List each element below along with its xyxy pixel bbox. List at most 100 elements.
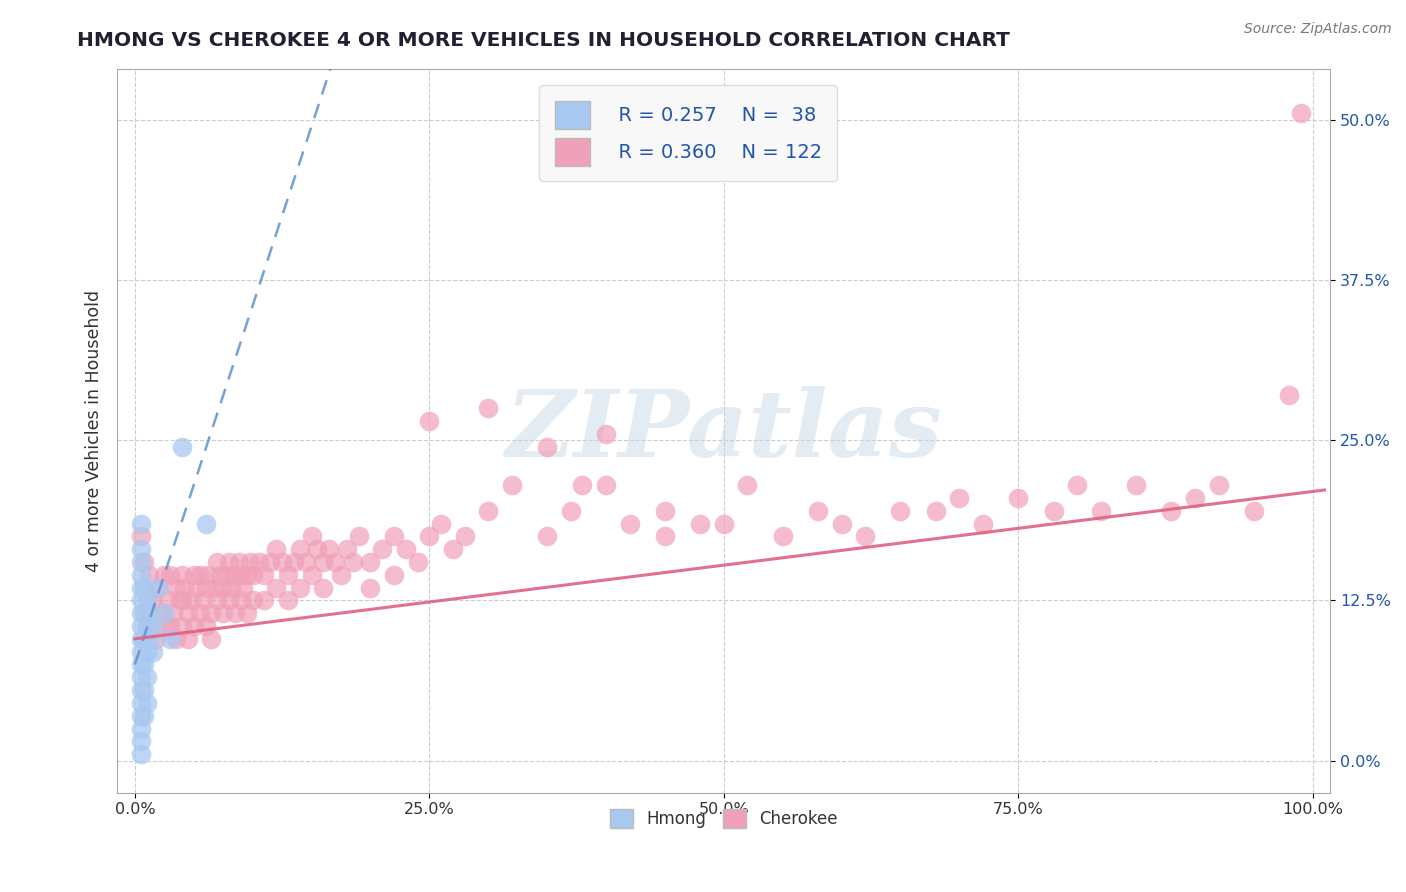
Point	[129, 529, 152, 543]
Point	[183, 567, 205, 582]
Point	[135, 619, 157, 633]
Point	[135, 670, 157, 684]
Point	[218, 555, 240, 569]
Point	[1208, 478, 1230, 492]
Point	[153, 619, 176, 633]
Point	[170, 619, 193, 633]
Point	[382, 567, 405, 582]
Point	[159, 632, 181, 646]
Point	[277, 567, 299, 582]
Point	[149, 606, 172, 620]
Point	[129, 555, 152, 569]
Point	[129, 593, 152, 607]
Point	[194, 581, 217, 595]
Point	[288, 542, 311, 557]
Point	[135, 696, 157, 710]
Point	[129, 670, 152, 684]
Point	[129, 734, 152, 748]
Point	[145, 632, 167, 646]
Point	[129, 581, 152, 595]
Point	[382, 529, 405, 543]
Point	[312, 555, 335, 569]
Point	[283, 555, 305, 569]
Point	[654, 529, 676, 543]
Point	[221, 581, 243, 595]
Point	[595, 478, 617, 492]
Point	[134, 555, 156, 569]
Point	[129, 657, 152, 672]
Point	[323, 555, 346, 569]
Point	[889, 504, 911, 518]
Point	[371, 542, 394, 557]
Point	[318, 542, 340, 557]
Point	[253, 567, 276, 582]
Point	[165, 632, 187, 646]
Point	[359, 581, 381, 595]
Point	[737, 478, 759, 492]
Point	[138, 567, 160, 582]
Point	[129, 683, 152, 698]
Point	[288, 581, 311, 595]
Point	[1289, 106, 1312, 120]
Point	[619, 516, 641, 531]
Point	[138, 632, 160, 646]
Point	[134, 708, 156, 723]
Point	[159, 619, 181, 633]
Point	[1125, 478, 1147, 492]
Point	[347, 529, 370, 543]
Point	[218, 593, 240, 607]
Point	[169, 593, 191, 607]
Point	[129, 619, 152, 633]
Point	[307, 542, 329, 557]
Point	[194, 619, 217, 633]
Point	[477, 401, 499, 416]
Point	[336, 542, 359, 557]
Point	[194, 516, 217, 531]
Point	[247, 555, 270, 569]
Point	[153, 606, 176, 620]
Point	[536, 529, 558, 543]
Point	[571, 478, 593, 492]
Point	[165, 581, 187, 595]
Point	[129, 696, 152, 710]
Point	[129, 542, 152, 557]
Point	[177, 606, 200, 620]
Point	[228, 555, 250, 569]
Point	[925, 504, 948, 518]
Point	[188, 606, 211, 620]
Point	[224, 606, 246, 620]
Point	[330, 567, 353, 582]
Point	[134, 606, 156, 620]
Point	[229, 567, 252, 582]
Point	[212, 606, 235, 620]
Point	[277, 593, 299, 607]
Point	[129, 708, 152, 723]
Point	[242, 567, 264, 582]
Point	[193, 593, 215, 607]
Point	[200, 632, 222, 646]
Point	[129, 606, 152, 620]
Point	[236, 567, 259, 582]
Point	[173, 581, 195, 595]
Point	[141, 593, 163, 607]
Point	[1066, 478, 1088, 492]
Point	[239, 555, 262, 569]
Point	[301, 529, 323, 543]
Point	[134, 581, 156, 595]
Point	[477, 504, 499, 518]
Point	[1278, 388, 1301, 402]
Point	[441, 542, 464, 557]
Point	[197, 567, 219, 582]
Point	[772, 529, 794, 543]
Y-axis label: 4 or more Vehicles in Household: 4 or more Vehicles in Household	[86, 290, 103, 572]
Point	[177, 632, 200, 646]
Point	[453, 529, 475, 543]
Point	[312, 581, 335, 595]
Point	[395, 542, 418, 557]
Point	[301, 567, 323, 582]
Point	[148, 581, 170, 595]
Point	[135, 619, 157, 633]
Point	[1160, 504, 1182, 518]
Point	[135, 593, 157, 607]
Point	[418, 529, 440, 543]
